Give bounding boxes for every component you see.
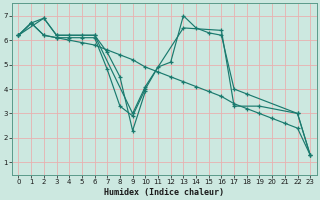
- X-axis label: Humidex (Indice chaleur): Humidex (Indice chaleur): [104, 188, 224, 197]
